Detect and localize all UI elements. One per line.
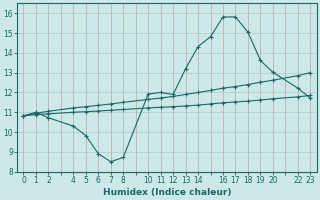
X-axis label: Humidex (Indice chaleur): Humidex (Indice chaleur) xyxy=(103,188,231,197)
